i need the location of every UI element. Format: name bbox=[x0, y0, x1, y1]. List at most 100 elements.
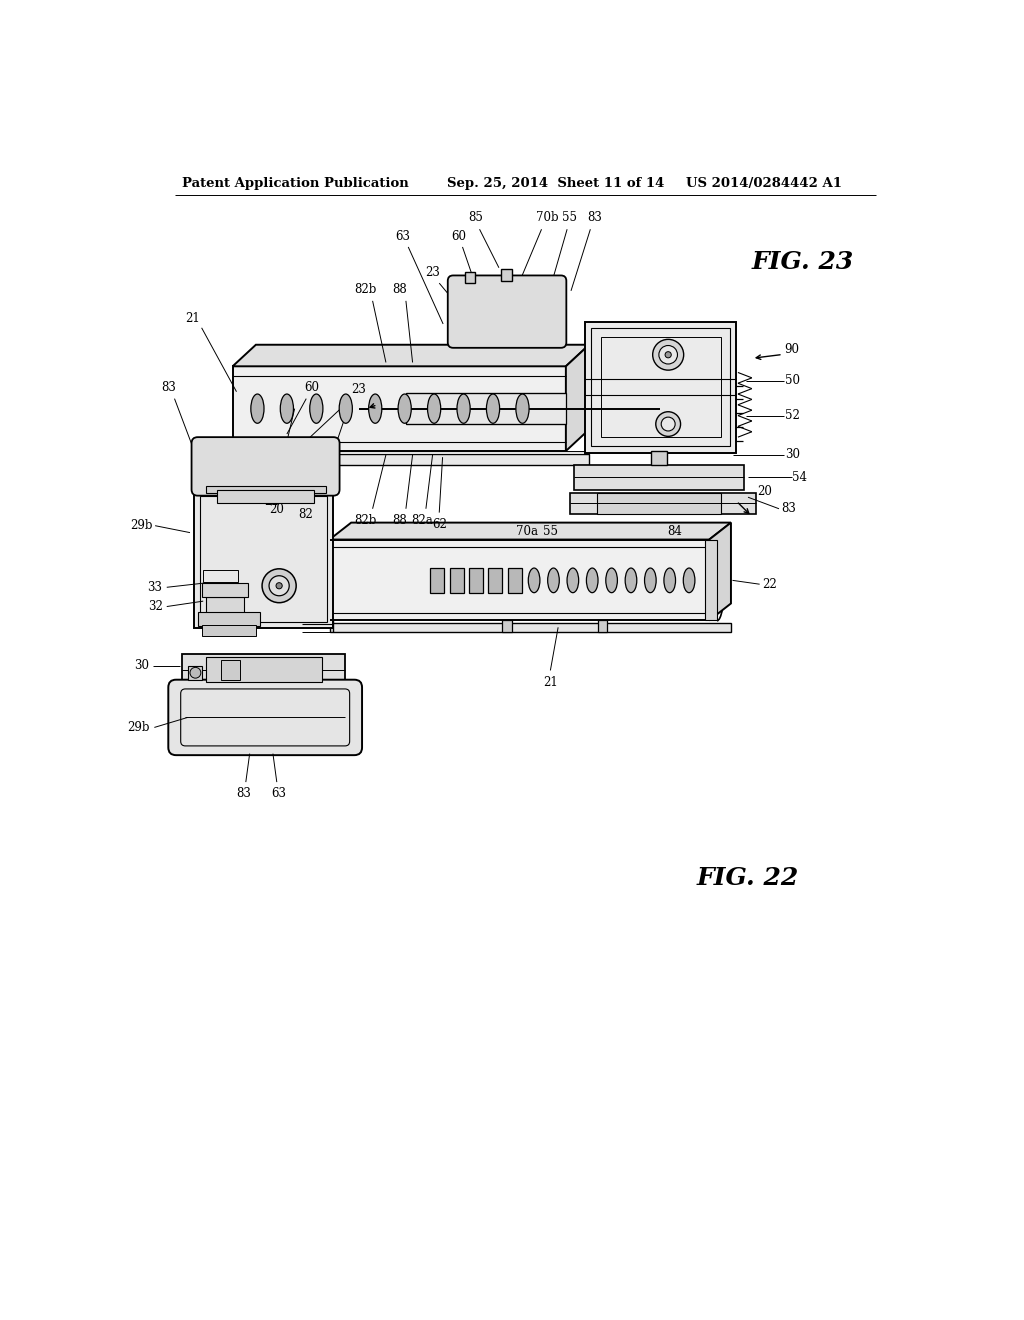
Text: 82a: 82a bbox=[412, 513, 433, 527]
Text: 20: 20 bbox=[269, 503, 285, 516]
Polygon shape bbox=[710, 523, 731, 620]
Ellipse shape bbox=[644, 568, 656, 593]
Bar bbox=[597, 492, 721, 515]
Ellipse shape bbox=[664, 568, 676, 593]
Ellipse shape bbox=[683, 568, 695, 593]
Ellipse shape bbox=[486, 395, 500, 424]
Ellipse shape bbox=[626, 568, 637, 593]
Text: 30: 30 bbox=[134, 659, 148, 672]
Bar bbox=[256, 451, 589, 454]
Text: 21: 21 bbox=[543, 676, 558, 689]
Text: 63: 63 bbox=[395, 230, 411, 243]
Text: 21: 21 bbox=[185, 312, 200, 325]
Text: 88: 88 bbox=[392, 282, 407, 296]
Polygon shape bbox=[232, 345, 589, 367]
Bar bbox=[573, 465, 744, 490]
Bar bbox=[592, 327, 730, 446]
Text: 70a: 70a bbox=[516, 525, 539, 539]
Text: 23: 23 bbox=[425, 265, 440, 279]
Bar bbox=[217, 490, 314, 503]
Ellipse shape bbox=[587, 568, 598, 593]
Text: US 2014/0284442 A1: US 2014/0284442 A1 bbox=[686, 177, 842, 190]
Text: 22: 22 bbox=[762, 578, 777, 591]
Bar bbox=[206, 657, 322, 682]
Polygon shape bbox=[566, 345, 589, 451]
Text: 83: 83 bbox=[781, 502, 797, 515]
Text: 82b: 82b bbox=[354, 282, 377, 296]
Text: 30: 30 bbox=[784, 449, 800, 462]
Ellipse shape bbox=[457, 395, 470, 424]
Ellipse shape bbox=[369, 395, 382, 424]
Bar bbox=[221, 660, 241, 680]
Bar bbox=[182, 653, 345, 686]
Circle shape bbox=[190, 668, 201, 678]
Bar bbox=[330, 540, 710, 620]
Bar bbox=[450, 568, 464, 593]
Ellipse shape bbox=[606, 568, 617, 593]
Bar bbox=[202, 583, 248, 598]
Bar bbox=[406, 393, 566, 424]
Text: FIG. 23: FIG. 23 bbox=[752, 251, 853, 275]
Text: 33: 33 bbox=[147, 581, 163, 594]
Bar bbox=[569, 492, 756, 515]
Circle shape bbox=[652, 339, 684, 370]
Text: FIG. 22: FIG. 22 bbox=[697, 866, 799, 891]
Text: 23: 23 bbox=[351, 383, 366, 396]
Circle shape bbox=[276, 582, 283, 589]
Ellipse shape bbox=[428, 395, 440, 424]
FancyBboxPatch shape bbox=[168, 680, 362, 755]
Text: Sep. 25, 2014  Sheet 11 of 14: Sep. 25, 2014 Sheet 11 of 14 bbox=[447, 177, 665, 190]
Bar bbox=[232, 366, 566, 451]
Ellipse shape bbox=[251, 395, 264, 424]
Ellipse shape bbox=[567, 568, 579, 593]
Bar bbox=[706, 540, 717, 620]
Text: 22: 22 bbox=[264, 495, 279, 508]
Ellipse shape bbox=[398, 395, 412, 424]
Text: 32: 32 bbox=[147, 601, 163, 612]
Bar bbox=[206, 486, 326, 494]
Text: 83: 83 bbox=[587, 211, 602, 224]
Bar bbox=[469, 568, 483, 593]
Ellipse shape bbox=[281, 395, 294, 424]
Text: 54: 54 bbox=[793, 471, 808, 483]
Ellipse shape bbox=[309, 395, 323, 424]
Text: 20: 20 bbox=[758, 486, 772, 499]
Bar bbox=[206, 597, 245, 612]
Bar bbox=[202, 626, 256, 636]
Text: 90: 90 bbox=[784, 343, 800, 355]
Circle shape bbox=[665, 351, 672, 358]
Text: 82: 82 bbox=[299, 508, 313, 520]
Text: 85: 85 bbox=[468, 211, 483, 224]
Text: 88: 88 bbox=[392, 513, 407, 527]
Ellipse shape bbox=[528, 568, 540, 593]
Text: Patent Application Publication: Patent Application Publication bbox=[182, 177, 409, 190]
Text: 60: 60 bbox=[452, 230, 466, 243]
Bar bbox=[508, 568, 521, 593]
FancyBboxPatch shape bbox=[191, 437, 340, 496]
Text: 55: 55 bbox=[562, 211, 577, 224]
Bar bbox=[488, 568, 503, 593]
Text: 70b: 70b bbox=[536, 211, 558, 224]
Bar bbox=[188, 665, 203, 680]
Text: 83: 83 bbox=[237, 787, 251, 800]
Text: 55: 55 bbox=[543, 525, 558, 539]
Bar bbox=[200, 496, 328, 622]
Ellipse shape bbox=[516, 395, 529, 424]
Bar bbox=[598, 620, 607, 632]
Text: 52: 52 bbox=[784, 409, 800, 422]
Text: 29b: 29b bbox=[130, 519, 153, 532]
Bar bbox=[601, 337, 721, 437]
Bar bbox=[451, 302, 563, 345]
Text: 29b: 29b bbox=[128, 721, 151, 734]
Circle shape bbox=[662, 417, 675, 432]
Circle shape bbox=[269, 576, 289, 595]
Bar bbox=[586, 322, 736, 453]
Text: 60: 60 bbox=[304, 381, 319, 395]
Bar bbox=[651, 451, 667, 465]
Bar bbox=[501, 268, 512, 281]
Text: 50: 50 bbox=[784, 374, 800, 387]
Text: 84: 84 bbox=[667, 525, 682, 539]
Bar bbox=[198, 612, 260, 626]
Bar bbox=[232, 454, 589, 465]
Text: 62: 62 bbox=[432, 517, 446, 531]
